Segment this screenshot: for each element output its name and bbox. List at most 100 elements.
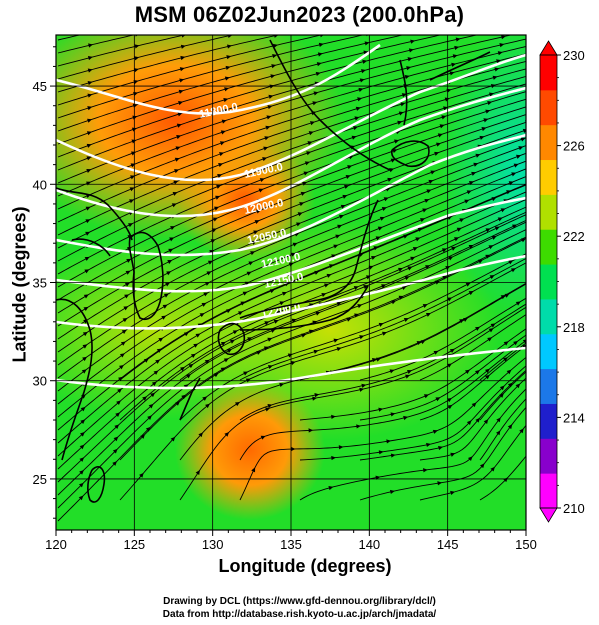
coastline <box>399 59 408 126</box>
streamline <box>57 35 405 132</box>
streamline <box>239 356 526 501</box>
height-contour <box>56 43 381 115</box>
streamline <box>239 303 526 421</box>
streamline-arrow <box>466 420 472 426</box>
streamline-arrow <box>168 248 174 253</box>
streamline-arrow <box>407 57 413 62</box>
streamline <box>179 282 526 461</box>
streamline-arrow <box>190 353 196 358</box>
streamline-arrow <box>443 106 449 111</box>
streamline-arrow <box>205 403 210 409</box>
colorbar-tick-label: 226 <box>563 139 585 154</box>
streamline-arrow <box>317 52 323 57</box>
streamline-arrow <box>224 76 230 81</box>
streamline-arrow <box>147 415 152 420</box>
streamline <box>57 35 280 93</box>
streamline-arrow <box>488 328 494 333</box>
streamline-arrow <box>503 341 509 346</box>
streamline-arrow <box>464 199 470 204</box>
streamline-arrow <box>87 93 93 98</box>
streamline <box>419 344 526 421</box>
streamline-arrow <box>175 401 180 406</box>
streamline-arrow <box>321 292 327 297</box>
streamline-arrow <box>359 335 365 340</box>
streamline-arrow <box>250 251 256 256</box>
streamline-arrow <box>219 152 225 157</box>
streamline-arrow <box>433 350 439 355</box>
streamline <box>57 106 526 301</box>
streamline-arrow <box>223 358 229 363</box>
streamline-arrow <box>368 265 374 270</box>
streamline-arrow <box>258 188 264 193</box>
streamline-arrow <box>174 157 180 162</box>
streamline-arrow <box>204 359 210 364</box>
streamline-arrow <box>362 59 368 64</box>
streamline-arrow <box>398 295 404 300</box>
streamline-arrow <box>142 396 148 401</box>
streamline-arrow <box>207 260 213 265</box>
streamline-arrow <box>271 64 277 69</box>
streamline-arrow <box>151 381 157 386</box>
streamline-arrow <box>335 234 341 239</box>
streamline-arrow <box>262 157 268 162</box>
streamline-arrow <box>439 124 445 129</box>
x-tick-label: 135 <box>280 537 302 552</box>
streamline-arrow <box>155 359 161 364</box>
streamline <box>57 35 136 54</box>
streamline-arrow <box>500 35 506 40</box>
streamline-arrow <box>87 106 93 111</box>
streamline-arrow <box>85 231 91 236</box>
streamline-arrow <box>267 337 273 342</box>
streamline-arrow <box>475 370 480 375</box>
streamline-arrow <box>371 255 377 260</box>
streamline-arrow <box>117 388 122 394</box>
streamline-arrow <box>247 337 253 342</box>
streamline-arrow <box>507 382 513 388</box>
y-axis-label: Latitude (degrees) <box>9 206 30 363</box>
streamline-arrow <box>438 445 443 451</box>
coastline <box>239 285 369 331</box>
streamline-arrow <box>312 396 318 401</box>
streamline-arrow <box>318 42 324 47</box>
streamline-arrow <box>496 430 501 436</box>
streamline-arrow <box>428 179 434 184</box>
streamline-arrow <box>166 271 172 276</box>
streamline-arrow <box>422 304 428 308</box>
streamline <box>57 35 187 67</box>
streamline-arrow <box>81 369 87 374</box>
streamline-arrow <box>140 434 146 439</box>
streamline-arrow <box>266 115 272 120</box>
streamline-arrow <box>324 283 330 288</box>
streamline-arrow <box>175 146 181 151</box>
streamline-arrow <box>442 275 448 280</box>
streamline-arrow <box>79 457 85 462</box>
streamline-arrow <box>392 149 398 154</box>
streamline-arrow <box>426 442 431 448</box>
streamline-arrow <box>246 271 252 276</box>
streamline-arrow <box>499 385 505 391</box>
streamline-arrow <box>128 223 134 228</box>
streamline-arrow <box>403 318 409 322</box>
streamline-arrow <box>130 175 136 180</box>
streamline-arrow <box>410 256 416 261</box>
streamline-arrow <box>515 301 521 306</box>
streamline-arrow <box>375 236 381 241</box>
streamline-arrow <box>139 472 144 478</box>
streamline-arrow <box>125 270 131 275</box>
streamline <box>179 306 526 501</box>
streamline-arrow <box>124 294 130 299</box>
streamline-arrow <box>242 291 248 296</box>
streamline-arrow <box>496 59 502 64</box>
streamline-arrow <box>314 270 320 275</box>
streamline-arrow <box>516 154 522 159</box>
streamline <box>419 377 526 461</box>
streamline-arrow <box>492 75 498 80</box>
streamline-arrow <box>389 489 395 495</box>
streamline <box>479 398 526 461</box>
streamline-arrow <box>462 317 468 322</box>
streamline-arrow <box>383 197 389 202</box>
streamline-arrow <box>508 260 514 265</box>
streamline-arrow <box>82 356 88 362</box>
streamline-arrow <box>238 311 244 316</box>
streamline-arrow <box>420 218 426 223</box>
